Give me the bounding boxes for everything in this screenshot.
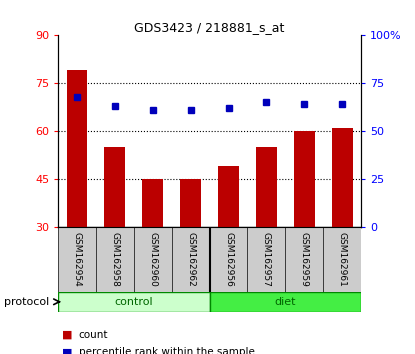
Bar [105,147,125,227]
Text: GSM162958: GSM162958 [110,232,120,287]
Text: ■: ■ [62,330,73,339]
Text: ■: ■ [62,347,73,354]
Bar [67,70,88,227]
Text: GSM162957: GSM162957 [262,232,271,287]
Text: GSM162961: GSM162961 [338,232,347,287]
Title: GDS3423 / 218881_s_at: GDS3423 / 218881_s_at [134,21,285,34]
Bar [332,128,352,227]
Bar [180,179,201,227]
Text: percentile rank within the sample: percentile rank within the sample [79,347,255,354]
Text: GSM162954: GSM162954 [73,232,81,287]
Bar [58,292,210,312]
Bar [142,179,163,227]
Text: control: control [115,297,153,307]
Text: diet: diet [275,297,296,307]
Text: GSM162960: GSM162960 [148,232,157,287]
Bar [218,166,239,227]
Bar [294,131,315,227]
Text: GSM162956: GSM162956 [224,232,233,287]
Bar [256,147,277,227]
Text: count: count [79,330,108,339]
Bar [210,292,361,312]
Text: GSM162959: GSM162959 [300,232,309,287]
Text: GSM162962: GSM162962 [186,232,195,287]
Text: protocol: protocol [4,297,49,307]
